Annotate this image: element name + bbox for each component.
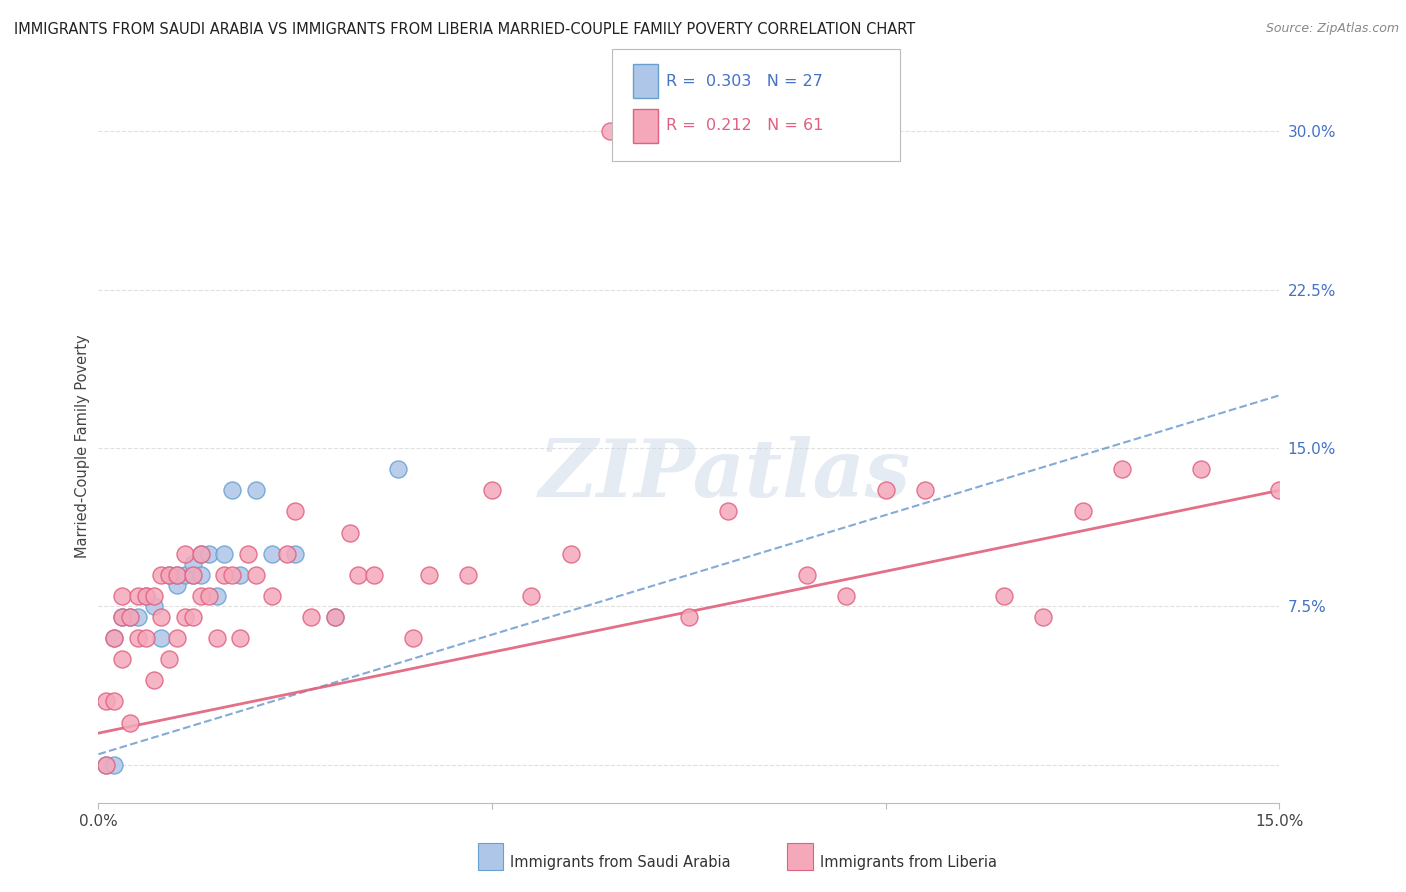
Point [166,567,188,582]
Point [387,462,409,476]
Point [150,610,173,624]
Point [245,483,267,498]
Point [166,567,188,582]
Point [111,589,134,603]
Point [214,567,236,582]
Point [135,589,157,603]
Point [221,483,243,498]
Point [205,631,228,645]
Point [197,589,219,603]
Point [284,547,307,561]
Y-axis label: Married-Couple Family Poverty: Married-Couple Family Poverty [75,334,90,558]
Point [190,589,212,603]
Point [127,610,149,624]
Text: Immigrants from Liberia: Immigrants from Liberia [820,855,997,870]
Point [135,631,157,645]
Point [118,610,141,624]
Point [174,610,197,624]
Point [993,589,1015,603]
Point [190,547,212,561]
Point [717,504,740,518]
Point [142,599,165,614]
Point [135,589,157,603]
Point [127,631,149,645]
Point [229,567,252,582]
Point [96,694,118,708]
Point [875,483,897,498]
Point [339,525,361,540]
Point [111,610,134,624]
Point [190,547,212,561]
Point [103,694,125,708]
Point [150,567,173,582]
Point [157,567,180,582]
Point [96,757,118,772]
Point [245,567,267,582]
Point [103,631,125,645]
Point [229,631,252,645]
Point [166,578,188,592]
Point [96,757,118,772]
Point [481,483,503,498]
Point [560,547,582,561]
Point [111,652,134,666]
Point [1189,462,1212,476]
Point [284,504,307,518]
Point [174,547,197,561]
Point [347,567,370,582]
Point [127,589,149,603]
Point [181,567,204,582]
Point [1268,483,1291,498]
Point [103,757,125,772]
Point [205,589,228,603]
Text: IMMIGRANTS FROM SAUDI ARABIA VS IMMIGRANTS FROM LIBERIA MARRIED-COUPLE FAMILY PO: IMMIGRANTS FROM SAUDI ARABIA VS IMMIGRAN… [14,22,915,37]
Point [363,567,385,582]
Point [166,631,188,645]
Point [150,631,173,645]
Text: R =  0.212   N = 61: R = 0.212 N = 61 [666,119,824,133]
Point [157,652,180,666]
Point [323,610,346,624]
Text: Immigrants from Saudi Arabia: Immigrants from Saudi Arabia [510,855,731,870]
Point [181,567,204,582]
Text: Source: ZipAtlas.com: Source: ZipAtlas.com [1265,22,1399,36]
Point [157,567,180,582]
Point [181,558,204,572]
Point [1111,462,1133,476]
Point [142,673,165,688]
Point [520,589,543,603]
Point [190,567,212,582]
Point [457,567,479,582]
Point [276,547,298,561]
Point [221,567,243,582]
Point [1071,504,1094,518]
Point [599,124,621,138]
Point [796,567,818,582]
Point [142,589,165,603]
Point [118,715,141,730]
Point [260,547,283,561]
Point [214,547,236,561]
Point [835,589,858,603]
Point [402,631,425,645]
Point [299,610,322,624]
Point [678,610,700,624]
Point [103,631,125,645]
Point [418,567,440,582]
Point [236,547,259,561]
Point [181,610,204,624]
Point [118,610,141,624]
Point [174,567,197,582]
Text: R =  0.303   N = 27: R = 0.303 N = 27 [666,74,824,88]
Point [914,483,936,498]
Point [111,610,134,624]
Point [197,547,219,561]
Point [260,589,283,603]
Point [323,610,346,624]
Point [1032,610,1054,624]
Text: ZIPatlas: ZIPatlas [538,436,911,513]
